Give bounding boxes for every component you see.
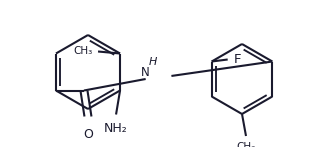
Text: CH₃: CH₃ [236,142,256,147]
Text: NH₂: NH₂ [104,122,128,135]
Text: N: N [141,66,150,79]
Text: CH₃: CH₃ [74,46,93,56]
Text: O: O [83,127,93,141]
Text: H: H [148,57,157,67]
Text: F: F [234,53,241,66]
